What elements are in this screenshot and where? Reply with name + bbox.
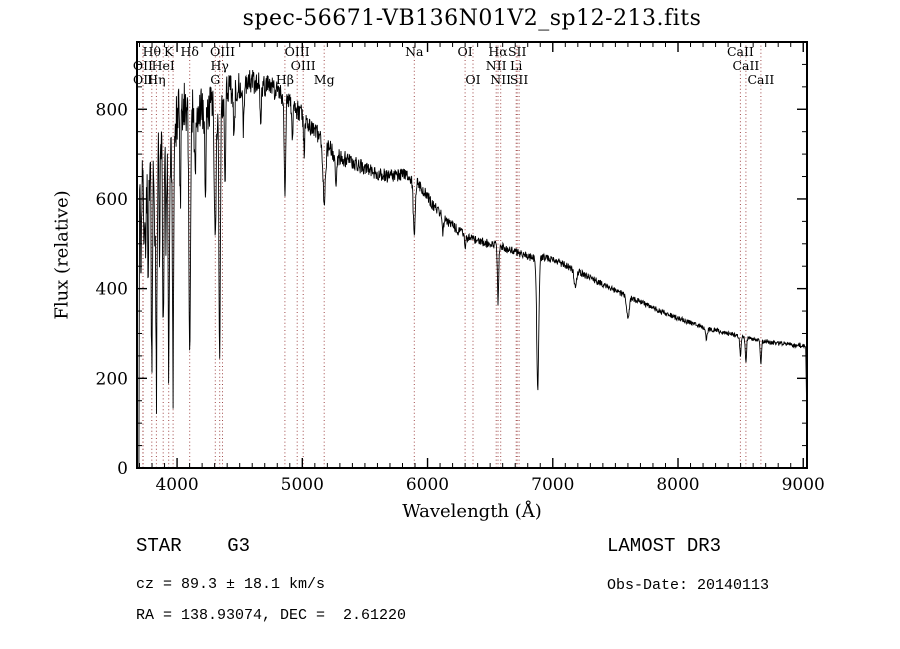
- marker-label-Hη: Hη: [147, 72, 165, 87]
- marker-label-Mg: Mg: [314, 72, 335, 87]
- obs-date-value: Obs-Date: 20140113: [607, 577, 770, 594]
- axis-ticks: [137, 41, 807, 469]
- x-tick-label: 5000: [281, 475, 324, 495]
- marker-label-Li: Li: [510, 58, 522, 73]
- marker-label-OIII: OIII: [285, 44, 310, 59]
- x-tick-label: 6000: [406, 475, 449, 495]
- y-tick-label: 200: [96, 369, 128, 389]
- y-tick-label: 600: [96, 190, 128, 210]
- y-tick-label: 800: [96, 100, 128, 120]
- marker-label-HeI: HeI: [152, 58, 175, 73]
- marker-label-Hα: Hα: [488, 44, 508, 59]
- marker-label-Hβ: Hβ: [276, 72, 294, 87]
- x-tick-label: 8000: [656, 475, 699, 495]
- x-tick-label: 4000: [155, 475, 198, 495]
- y-axis-label: Flux (relative): [51, 190, 73, 320]
- tick-labels: 4000 5000 6000 7000 8000 9000 0 200 400 600 800: [96, 100, 825, 495]
- x-tick-label: 7000: [531, 475, 574, 495]
- x-axis-label: Wavelength (Å): [402, 501, 542, 522]
- marker-label-OIII: OIII: [210, 44, 235, 59]
- marker-label-Na: Na: [405, 44, 424, 59]
- marker-label-CaII: CaII: [727, 44, 754, 59]
- marker-label-Hγ: Hγ: [211, 58, 229, 73]
- marker-label-Hδ: Hδ: [180, 44, 198, 59]
- cz-value: cz = 89.3 ± 18.1 km/s: [136, 576, 326, 593]
- marker-label-OII: OII: [133, 58, 153, 73]
- marker-label-CaII: CaII: [732, 58, 759, 73]
- marker-label-OI: OI: [458, 44, 473, 59]
- marker-label-SII: SII: [510, 72, 529, 87]
- y-tick-label: 400: [96, 280, 128, 300]
- x-tick-label: 9000: [782, 475, 825, 495]
- marker-label-OII: OII: [133, 72, 153, 87]
- marker-label-NII: NII: [486, 58, 507, 73]
- marker-label-G: G: [210, 72, 220, 87]
- object-class-label: STAR G3: [136, 535, 251, 557]
- ra-dec-value: RA = 138.93074, DEC = 2.61220: [136, 607, 407, 624]
- survey-label: LAMOST DR3: [607, 535, 722, 557]
- marker-label-OIII: OIII: [291, 58, 316, 73]
- marker-label-NII: NII: [490, 72, 511, 87]
- marker-label-OI: OI: [465, 72, 480, 87]
- y-tick-label: 0: [117, 459, 128, 479]
- marker-label-SII: SII: [508, 44, 527, 59]
- marker-label-Hθ: Hθ: [143, 44, 161, 59]
- marker-label-CaII: CaII: [747, 72, 774, 87]
- marker-label-K: K: [164, 44, 174, 59]
- spectrum-line: [138, 69, 808, 468]
- plot-title: spec-56671-VB136N01V2_sp12-213.fits: [242, 6, 702, 31]
- plot-frame: [136, 41, 808, 469]
